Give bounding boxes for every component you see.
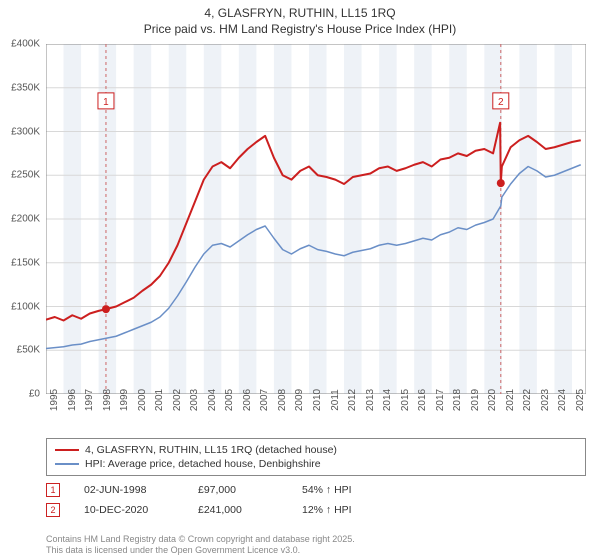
x-tick: 1997 [84, 389, 95, 411]
x-tick: 1996 [67, 389, 78, 411]
y-tick: £350K [11, 82, 40, 93]
x-tick: 2003 [189, 389, 200, 411]
marker-row: 1 02-JUN-1998 £97,000 54% ↑ HPI [46, 480, 586, 500]
x-tick: 2008 [277, 389, 288, 411]
y-tick: £200K [11, 214, 40, 225]
legend-row: 4, GLASFRYN, RUTHIN, LL15 1RQ (detached … [55, 443, 577, 457]
x-tick: 2001 [154, 389, 165, 411]
legend-swatch [55, 463, 79, 465]
x-tick: 2011 [330, 389, 341, 411]
marker-id-box: 1 [46, 483, 60, 497]
x-tick: 2010 [312, 389, 323, 411]
footer: Contains HM Land Registry data © Crown c… [46, 534, 355, 556]
x-tick: 1999 [119, 389, 130, 411]
svg-text:1: 1 [103, 97, 109, 108]
marker-id-box: 2 [46, 503, 60, 517]
y-tick: £50K [17, 345, 40, 356]
x-tick: 2024 [557, 389, 568, 411]
marker-table: 1 02-JUN-1998 £97,000 54% ↑ HPI 2 10-DEC-2020… [46, 480, 586, 520]
x-tick: 2015 [400, 389, 411, 411]
marker-price: £97,000 [198, 484, 278, 496]
x-tick: 2014 [382, 389, 393, 411]
chart-title: 4, GLASFRYN, RUTHIN, LL15 1RQ Price paid… [0, 0, 600, 37]
legend-label: 4, GLASFRYN, RUTHIN, LL15 1RQ (detached … [85, 444, 337, 456]
x-tick: 1995 [49, 389, 60, 411]
y-axis: £0£50K£100K£150K£200K£250K£300K£350K£400… [0, 44, 44, 394]
footer-line1: Contains HM Land Registry data © Crown c… [46, 534, 355, 545]
x-tick: 2021 [505, 389, 516, 411]
marker-pct: 54% ↑ HPI [302, 484, 392, 496]
svg-text:2: 2 [498, 97, 504, 108]
x-tick: 2022 [522, 389, 533, 411]
x-tick: 2023 [540, 389, 551, 411]
y-tick: £250K [11, 170, 40, 181]
x-tick: 2006 [242, 389, 253, 411]
footer-line2: This data is licensed under the Open Gov… [46, 545, 355, 556]
x-tick: 2019 [470, 389, 481, 411]
title-line2: Price paid vs. HM Land Registry's House … [0, 22, 600, 38]
legend-label: HPI: Average price, detached house, Denb… [85, 458, 321, 470]
chart-area: 12 [46, 44, 586, 394]
marker-pct: 12% ↑ HPI [302, 504, 392, 516]
marker-price: £241,000 [198, 504, 278, 516]
x-tick: 2025 [575, 389, 586, 411]
chart-svg: 12 [46, 44, 586, 394]
x-tick: 2016 [417, 389, 428, 411]
legend: 4, GLASFRYN, RUTHIN, LL15 1RQ (detached … [46, 438, 586, 476]
x-tick: 2007 [259, 389, 270, 411]
x-tick: 2018 [452, 389, 463, 411]
x-tick: 2005 [224, 389, 235, 411]
legend-swatch [55, 449, 79, 451]
title-line1: 4, GLASFRYN, RUTHIN, LL15 1RQ [0, 6, 600, 22]
legend-row: HPI: Average price, detached house, Denb… [55, 457, 577, 471]
x-tick: 2013 [365, 389, 376, 411]
y-tick: £0 [29, 389, 40, 400]
x-tick: 2009 [294, 389, 305, 411]
x-tick: 1998 [102, 389, 113, 411]
marker-row: 2 10-DEC-2020 £241,000 12% ↑ HPI [46, 500, 586, 520]
marker-date: 02-JUN-1998 [84, 484, 174, 496]
y-tick: £300K [11, 126, 40, 137]
y-tick: £100K [11, 301, 40, 312]
x-tick: 2002 [172, 389, 183, 411]
x-tick: 2000 [137, 389, 148, 411]
x-tick: 2020 [487, 389, 498, 411]
x-tick: 2012 [347, 389, 358, 411]
x-tick: 2004 [207, 389, 218, 411]
x-tick: 2017 [435, 389, 446, 411]
x-axis: 1995199619971998199920002001200220032004… [46, 398, 586, 438]
marker-date: 10-DEC-2020 [84, 504, 174, 516]
y-tick: £150K [11, 257, 40, 268]
y-tick: £400K [11, 39, 40, 50]
